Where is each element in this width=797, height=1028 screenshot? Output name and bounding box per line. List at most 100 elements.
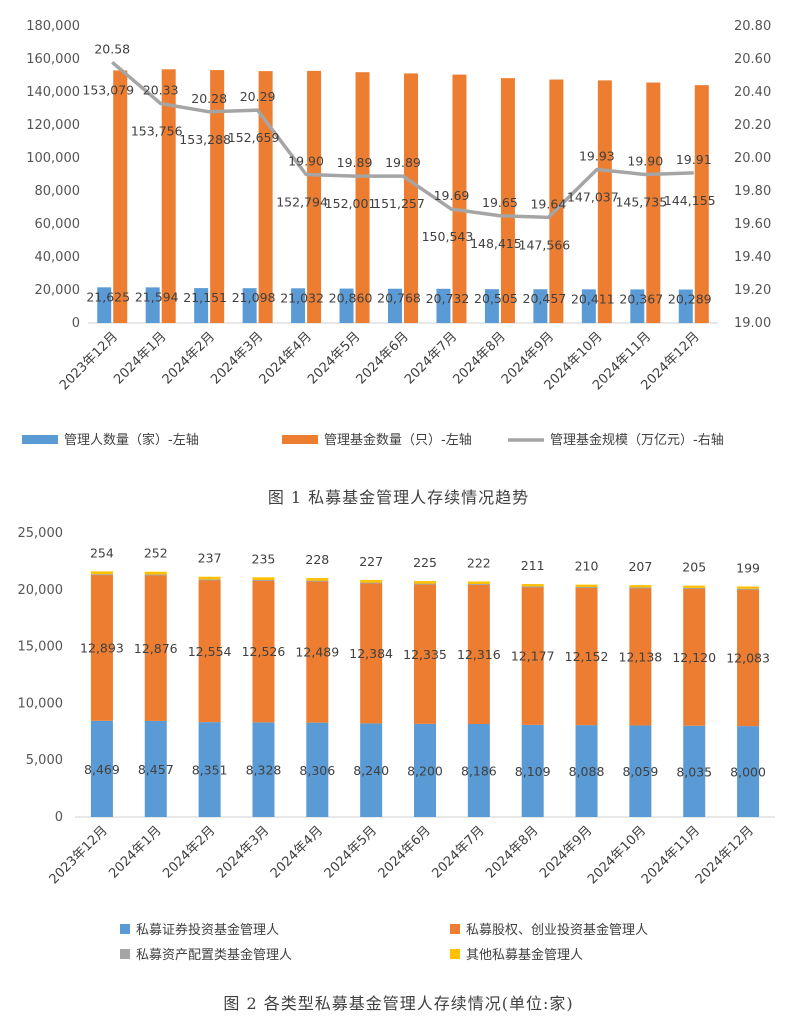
bar-segment-1	[629, 587, 652, 726]
label-fund-count: 153,079	[82, 82, 134, 97]
left-axis-tick: 100,000	[26, 151, 80, 166]
x-axis-label: 2024年1月	[106, 823, 164, 881]
bar-segment-1	[575, 587, 598, 726]
bar-manager-count	[194, 288, 209, 323]
right-axis-tick: 20.80	[734, 19, 771, 34]
bar-segment-0	[737, 726, 760, 817]
label-fund-scale: 19.91	[676, 152, 712, 167]
legend-label: 私募股权、创业投资基金管理人	[466, 922, 648, 938]
label-other: 199	[736, 561, 760, 576]
x-axis-label: 2023年12月	[57, 329, 121, 393]
label-fund-scale: 20.33	[143, 83, 179, 98]
bar-segment-0	[575, 725, 598, 817]
legend-swatch	[120, 949, 130, 959]
bar-segment-0	[306, 722, 329, 817]
label-equity: 12,489	[295, 645, 339, 660]
legend-swatch	[450, 949, 460, 959]
label-securities: 8,457	[138, 762, 174, 777]
bar-segment-2	[467, 583, 490, 585]
bar-segment-2	[306, 580, 329, 582]
bar-segment-2	[90, 574, 113, 576]
bar-manager-count	[388, 288, 402, 323]
label-manager-count: 20,860	[329, 291, 373, 306]
y-axis-tick: 15,000	[18, 640, 64, 655]
bar-segment-0	[198, 722, 221, 817]
label-equity: 12,335	[403, 647, 447, 662]
bar-segment-1	[737, 588, 760, 727]
label-securities: 8,186	[461, 764, 497, 779]
label-securities: 8,200	[407, 763, 443, 778]
label-other: 211	[521, 558, 545, 573]
right-axis-tick: 19.00	[734, 316, 771, 331]
bar-segment-2	[629, 587, 652, 589]
legend-swatch	[120, 924, 130, 934]
bar-segment-0	[360, 723, 383, 817]
bar-manager-count	[97, 287, 112, 323]
right-axis-tick: 20.00	[734, 151, 771, 166]
y-axis-tick: 25,000	[18, 526, 64, 541]
label-fund-count: 151,257	[373, 196, 425, 211]
bar-segment-1	[252, 580, 275, 723]
bar-segment-0	[144, 720, 167, 817]
label-securities: 8,306	[299, 763, 335, 778]
legend-label: 私募证券投资基金管理人	[136, 922, 279, 938]
bar-fund-count	[307, 70, 322, 324]
label-manager-count: 21,098	[232, 290, 276, 305]
label-fund-count: 148,415	[470, 236, 522, 251]
bar-segment-0	[629, 725, 652, 817]
label-securities: 8,469	[84, 762, 120, 777]
legend-swatch	[282, 435, 318, 444]
right-axis-tick: 19.20	[734, 283, 771, 298]
chart-1: 0 20,000 40,000 60,000 80,000 100,000 120,000 1…	[22, 19, 771, 448]
x-axis-label: 2024年2月	[160, 823, 218, 881]
label-securities: 8,109	[515, 764, 551, 779]
x-axis-label: 2024年6月	[376, 823, 434, 881]
bar-segment-1	[198, 579, 221, 723]
label-fund-scale: 19.90	[288, 154, 324, 169]
label-manager-count: 20,289	[668, 292, 712, 307]
legend-label: 管理基金数量（只）-左轴	[324, 432, 472, 448]
right-axis-tick: 19.40	[734, 250, 771, 265]
right-axis-tick: 19.80	[734, 184, 771, 199]
bar-segment-1	[360, 582, 383, 724]
label-fund-scale: 19.93	[579, 149, 615, 164]
bar-fund-count	[694, 85, 709, 323]
bar-manager-count	[630, 289, 645, 323]
legend-label: 其他私募基金管理人	[466, 947, 583, 963]
chart-1-caption: 图 1 私募基金管理人存续情况趋势	[267, 488, 530, 507]
bar-segment-3	[414, 581, 436, 584]
label-securities: 8,328	[246, 763, 282, 778]
left-axis-tick: 160,000	[26, 52, 80, 67]
bar-segment-0	[90, 720, 113, 817]
label-other: 227	[359, 554, 383, 569]
label-fund-count: 152,659	[228, 130, 280, 145]
bar-manager-count	[145, 287, 160, 323]
label-fund-scale: 20.58	[94, 41, 130, 56]
label-fund-scale: 20.28	[191, 91, 227, 106]
label-equity: 12,876	[134, 641, 178, 656]
right-axis-tick: 19.60	[734, 217, 771, 232]
left-axis-tick: 140,000	[26, 85, 80, 100]
label-other: 207	[628, 559, 652, 574]
bar-segment-2	[252, 579, 275, 581]
label-equity: 12,526	[242, 644, 286, 659]
bar-segment-2	[360, 582, 383, 584]
label-fund-count: 147,037	[567, 190, 619, 205]
label-fund-count: 144,155	[664, 193, 716, 208]
bar-manager-count	[484, 289, 499, 323]
bar-segment-3	[521, 584, 544, 587]
left-axis-tick: 120,000	[26, 118, 80, 133]
bar-fund-count	[549, 79, 564, 323]
bar-fund-count	[161, 69, 176, 323]
label-fund-count: 153,756	[131, 124, 183, 139]
left-axis-tick: 60,000	[35, 217, 81, 232]
bar-segment-3	[306, 578, 329, 581]
left-axis-tick: 180,000	[26, 19, 80, 34]
bar-segment-2	[144, 574, 167, 576]
label-other: 237	[198, 551, 222, 566]
label-manager-count: 20,457	[523, 291, 567, 306]
bar-fund-count	[113, 70, 128, 323]
label-manager-count: 21,151	[183, 290, 227, 305]
bar-manager-count	[678, 289, 693, 323]
x-axis-label: 2024年4月	[268, 823, 326, 881]
